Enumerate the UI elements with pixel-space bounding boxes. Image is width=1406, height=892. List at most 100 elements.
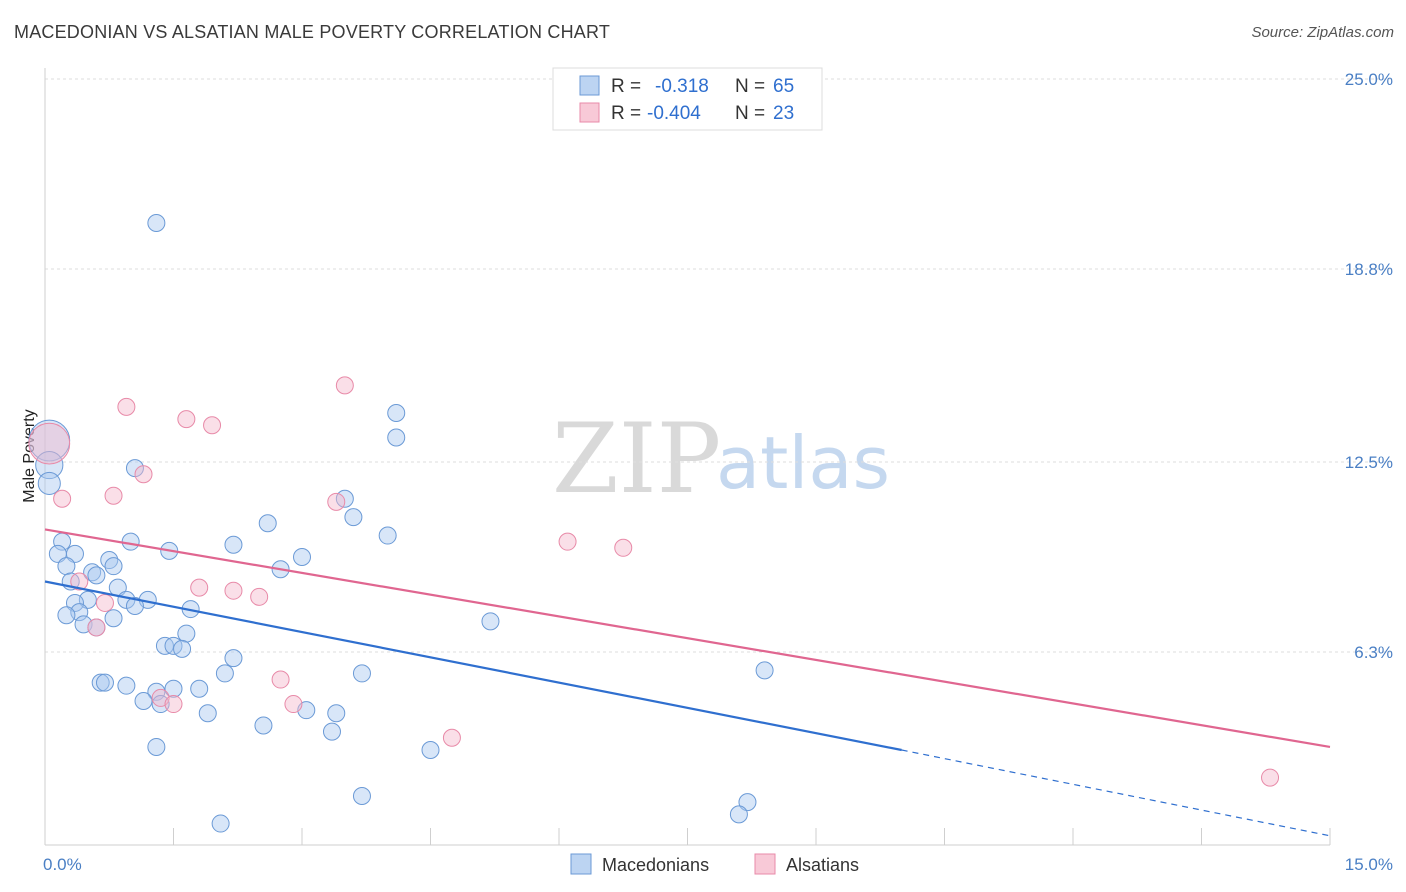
x-tick-label-max: 15.0% [1345, 855, 1393, 874]
macedonian-point [378, 526, 397, 545]
alsatians-trend-line [44, 528, 1331, 749]
macedonian-point [48, 544, 67, 563]
macedonian-point [117, 676, 136, 695]
legend-n-label-2: N = [735, 103, 765, 124]
macedonian-point [258, 514, 277, 533]
macedonian-point [125, 597, 144, 616]
legend-n-label-1: N = [735, 76, 765, 97]
macedonian-point [387, 403, 406, 422]
watermark-zip: ZIP [552, 403, 721, 515]
alsatian-point [70, 572, 89, 591]
bottom-legend: Macedonians Alsatians [570, 853, 859, 875]
macedonian-point [327, 704, 346, 723]
legend-n-value-2: 23 [773, 103, 794, 124]
macedonian-point [481, 612, 500, 631]
alsatian-point [335, 376, 354, 395]
alsatian-point [250, 587, 269, 606]
alsatian-point [190, 578, 209, 597]
macedonian-point [198, 704, 217, 723]
legend-swatch-alsatians [579, 102, 600, 123]
macedonian-point [57, 557, 76, 576]
macedonian-point [104, 609, 123, 628]
macedonian-point [322, 722, 341, 741]
macedonians-trend-line [44, 580, 902, 752]
alsatian-point [614, 538, 633, 557]
macedonian-point [352, 664, 371, 683]
macedonian-point [37, 471, 61, 495]
alsatian-point [442, 728, 461, 747]
macedonian-point [177, 624, 196, 643]
legend: R = -0.318 N = 65 R = -0.404 N = 23 [552, 67, 823, 131]
y-tick-label: 25.0% [1345, 70, 1393, 89]
macedonian-point [344, 508, 363, 527]
macedonian-point [87, 566, 106, 585]
macedonian-point [95, 673, 114, 692]
trend-lines [44, 528, 1331, 837]
x-ticks [173, 828, 1331, 845]
macedonian-point [147, 214, 166, 233]
macedonian-point [164, 679, 183, 698]
macedonian-point [254, 716, 273, 735]
macedonian-point [134, 691, 153, 710]
y-tick-label: 6.3% [1354, 643, 1393, 662]
alsatian-point [327, 492, 346, 511]
gridlines [45, 78, 1392, 653]
alsatian-point [164, 695, 183, 714]
source-label: Source: ZipAtlas.com [1251, 24, 1394, 41]
macedonian-point [211, 814, 230, 833]
macedonian-point [755, 661, 774, 680]
alsatian-point [558, 532, 577, 551]
alsatian-point [177, 410, 196, 429]
watermark-atlas: atlas [716, 421, 890, 505]
macedonian-point [738, 793, 757, 812]
y-axis-label: Male Poverty [21, 409, 38, 502]
legend-r-label-2: R = [611, 103, 641, 124]
macedonian-point [151, 695, 170, 714]
legend-swatch-macedonians [579, 75, 600, 96]
alsatian-point [224, 581, 243, 600]
macedonian-point [173, 639, 192, 658]
macedonian-point [352, 786, 371, 805]
alsatian-point [53, 489, 72, 508]
macedonian-point [224, 649, 243, 668]
legend-r-value-2: -0.404 [647, 103, 701, 124]
bottom-legend-alsatians: Alsatians [786, 855, 859, 875]
alsatian-point [28, 422, 71, 465]
macedonian-point [224, 535, 243, 554]
macedonian-point [387, 428, 406, 447]
macedonian-point [65, 593, 84, 612]
macedonian-point [121, 532, 140, 551]
alsatian-point [271, 670, 290, 689]
macedonian-point [729, 805, 748, 824]
alsatian-point [104, 486, 123, 505]
macedonian-point [293, 547, 311, 566]
watermark: ZIP atlas [552, 403, 890, 515]
alsatians-points [28, 376, 1280, 787]
y-tick-label: 18.8% [1345, 260, 1393, 279]
alsatian-point [87, 618, 106, 637]
macedonian-point [190, 679, 209, 698]
x-tick-label-min: 0.0% [43, 855, 82, 874]
y-tick-label: 12.5% [1345, 453, 1393, 472]
alsatian-point [134, 465, 153, 484]
macedonians-points [28, 214, 774, 833]
alsatian-point [1261, 768, 1280, 787]
alsatian-point [117, 397, 136, 416]
bottom-legend-macedonians: Macedonians [602, 855, 709, 875]
macedonian-point [421, 741, 440, 760]
bottom-legend-swatch-macedonians [570, 853, 592, 875]
y-tick-labels: 25.0% 18.8% 12.5% 6.3% [1345, 70, 1393, 662]
legend-r-value-1: -0.318 [655, 76, 709, 97]
alsatian-point [95, 593, 114, 612]
alsatian-point [284, 695, 303, 714]
macedonian-point [35, 450, 64, 480]
legend-r-label-1: R = [611, 76, 641, 97]
macedonian-point [91, 673, 110, 692]
macedonian-point [104, 557, 123, 576]
macedonian-point [147, 737, 166, 756]
alsatian-point [203, 416, 222, 435]
legend-n-value-1: 65 [773, 76, 794, 97]
macedonian-point [57, 606, 76, 625]
bottom-legend-swatch-alsatians [754, 853, 776, 875]
